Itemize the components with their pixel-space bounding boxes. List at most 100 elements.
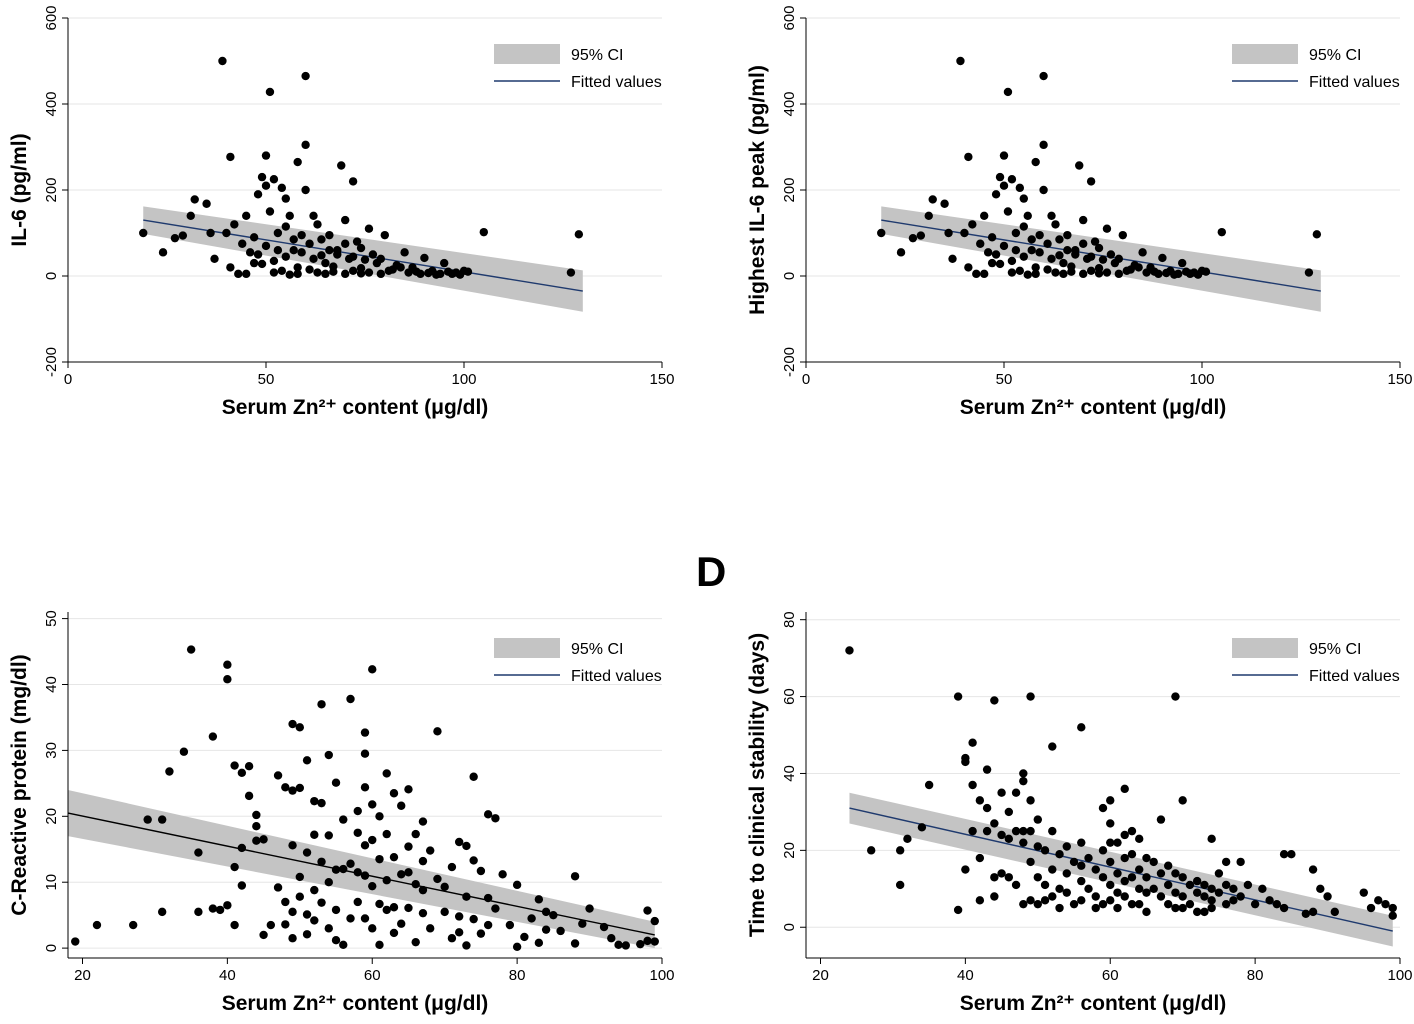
data-point — [1229, 884, 1238, 893]
data-point — [1003, 207, 1013, 216]
data-point — [382, 769, 391, 778]
data-point — [397, 919, 406, 928]
data-point — [1069, 857, 1079, 867]
chart-panel-clinical-stability: 20 40 60 80 100 0 20 40 60 80 Serum Zn²⁺ content (… — [746, 611, 1413, 1015]
data-point — [226, 263, 235, 272]
data-point — [252, 810, 261, 820]
data-point — [549, 910, 558, 920]
x-tick-label: 60 — [1102, 967, 1119, 984]
data-point — [980, 211, 989, 220]
legend-ci-label: 95% CI — [1309, 641, 1361, 658]
data-point — [178, 231, 188, 240]
x-tick-label: 40 — [957, 967, 974, 984]
y-tick-label: 0 — [781, 272, 798, 280]
data-point — [317, 251, 326, 260]
data-point — [1316, 884, 1325, 893]
x-tick-label: 50 — [996, 371, 1013, 388]
data-point — [281, 920, 290, 929]
data-point — [1063, 246, 1072, 255]
data-point — [245, 248, 255, 257]
data-point — [368, 924, 377, 933]
data-point — [1178, 258, 1187, 268]
data-point — [375, 854, 384, 864]
y-tick-label: -200 — [781, 347, 798, 377]
data-point — [964, 263, 973, 272]
data-point — [301, 140, 310, 150]
data-point — [469, 914, 478, 924]
data-point — [352, 237, 362, 246]
data-point — [483, 810, 493, 819]
data-point — [960, 228, 969, 238]
data-point — [440, 882, 449, 892]
y-tick-label: 10 — [43, 874, 60, 891]
data-point — [285, 270, 294, 279]
data-point — [92, 920, 102, 930]
data-point — [337, 161, 346, 170]
data-point — [1033, 815, 1043, 824]
data-point — [990, 819, 999, 828]
data-point — [261, 181, 271, 190]
data-point — [1059, 269, 1068, 279]
data-point — [1019, 899, 1028, 909]
data-point — [265, 207, 275, 216]
data-point — [440, 907, 449, 917]
data-point — [1171, 903, 1180, 913]
data-point — [353, 806, 362, 816]
data-point — [1207, 834, 1216, 844]
data-point — [1192, 876, 1202, 886]
data-point — [1236, 857, 1245, 867]
data-point — [1279, 850, 1289, 859]
data-point — [1019, 826, 1028, 836]
x-tick-label: 20 — [74, 967, 91, 984]
data-point — [1077, 876, 1086, 886]
data-point — [968, 738, 977, 747]
data-point — [1004, 873, 1014, 882]
x-tick-label: 100 — [1189, 371, 1214, 388]
data-point — [301, 185, 310, 195]
data-point — [975, 796, 985, 805]
data-point — [953, 692, 963, 701]
data-point — [325, 230, 334, 240]
data-point — [257, 172, 267, 182]
data-point — [578, 919, 587, 928]
x-axis-title: Serum Zn²⁺ content (μg/dl) — [222, 992, 489, 1015]
data-point — [128, 920, 138, 930]
data-point — [1033, 899, 1043, 909]
data-point — [1106, 896, 1115, 905]
data-point — [281, 897, 290, 907]
data-point — [1272, 899, 1282, 909]
data-point — [416, 269, 425, 279]
x-tick-label: 80 — [1247, 967, 1264, 984]
data-point — [982, 826, 992, 836]
data-point — [375, 940, 384, 950]
data-point — [1207, 896, 1216, 905]
data-point — [1055, 903, 1064, 913]
data-point — [1031, 269, 1040, 279]
data-point — [1090, 237, 1100, 246]
data-point — [1154, 269, 1163, 279]
data-point — [404, 268, 413, 277]
data-point — [940, 199, 949, 208]
data-point — [1026, 826, 1035, 836]
data-point — [346, 859, 355, 868]
x-tick-label: 60 — [364, 967, 381, 984]
data-point — [948, 254, 957, 263]
data-point — [230, 862, 239, 872]
data-point — [418, 885, 428, 895]
data-point — [341, 239, 350, 248]
data-point — [309, 211, 318, 220]
data-point — [389, 928, 399, 938]
data-point — [285, 211, 294, 220]
data-point — [1178, 796, 1187, 805]
data-point — [599, 922, 609, 932]
data-point — [252, 821, 261, 831]
data-point — [302, 756, 312, 765]
data-point — [295, 783, 305, 793]
data-point — [1106, 819, 1115, 828]
data-point — [1118, 230, 1128, 240]
data-point — [157, 815, 167, 824]
data-point — [341, 215, 350, 225]
data-point — [895, 846, 905, 855]
data-point — [1055, 235, 1064, 244]
data-point — [462, 841, 471, 851]
